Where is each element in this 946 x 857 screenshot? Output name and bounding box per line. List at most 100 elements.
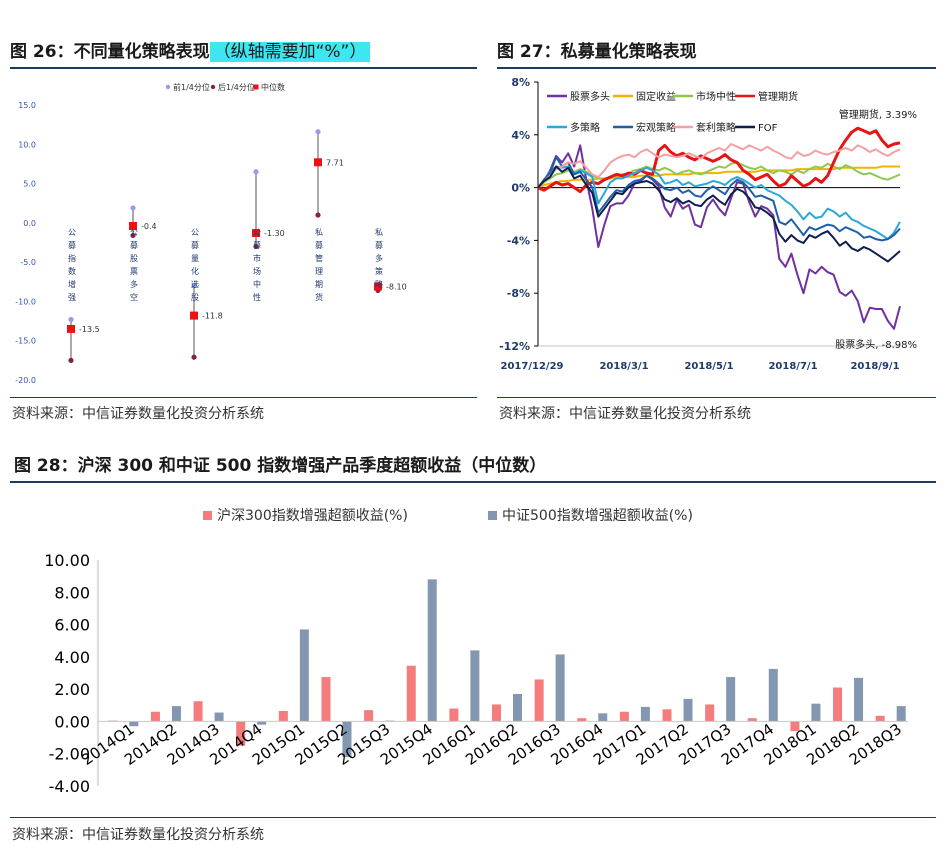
fig26-title-highlight: （纵轴需要加“%”）: [209, 42, 371, 62]
fig28-ytick-0: 10.00: [44, 551, 90, 570]
fig28-ytick-2: 6.00: [54, 616, 90, 635]
fig28-bar-0-11: [577, 718, 587, 722]
fig27-xtick-0: 2017/12/29: [501, 361, 564, 372]
fig28-bar-1-0: [129, 721, 139, 727]
fig28-bar-1-4: [299, 629, 309, 722]
fig28-bar-1-9: [513, 693, 522, 722]
fig26-q1-point-1: [130, 205, 136, 211]
fig27-series-line-3: [537, 126, 901, 194]
fig27-legend-label-2: 市场中性: [696, 90, 736, 103]
fig26-title: 图 26：不同量化策略表现 （纵轴需要加“%”）: [10, 41, 371, 63]
fig27-ytick-4: -8%: [507, 287, 530, 300]
fig28-bar-1-3: [257, 721, 267, 725]
fig26-ytick-5: -10.0: [15, 297, 36, 306]
fig28-divider: [10, 481, 936, 483]
fig28-source: 资料来源：中信证券数量化投资分析系统: [12, 827, 264, 843]
fig28-bar-0-15: [747, 718, 757, 722]
fig26-median-label-2: -11.8: [202, 312, 223, 321]
fig26-ytick-2: 5.0: [23, 180, 36, 189]
fig26-q3-point-2: [191, 354, 197, 360]
fig26-title-text: 图 26：不同量化策略表现: [10, 42, 210, 62]
fig26-legend-label-0: 前1/4分位: [173, 82, 210, 92]
fig28-bar-0-2: [193, 701, 203, 722]
fig27-annotation-top: 管理期货, 3.39%: [839, 108, 917, 121]
fig27-xtick-3: 2018/7/1: [768, 361, 817, 372]
fig27-ytick-3: -4%: [507, 234, 530, 247]
fig27-legend-label-6: 套利策略: [696, 121, 736, 134]
fig28-bar-1-13: [683, 698, 693, 722]
fig28-ytick-4: 2.00: [54, 680, 90, 699]
fig28-bar-0-5: [321, 677, 331, 722]
fig27-title: 图 27：私募量化策略表现: [497, 42, 697, 62]
fig27-legend-label-3: 管理期货: [758, 90, 798, 103]
fig26-q3-point-0: [68, 357, 74, 363]
fig28-ytick-6: -2.00: [49, 745, 90, 764]
fig27-legend-label-5: 宏观策略: [636, 121, 676, 134]
fig26-ytick-1: 10.0: [18, 140, 36, 149]
fig27-bottom-divider: [497, 397, 936, 398]
fig28-bar-1-15: [768, 668, 778, 722]
fig28-ytick-5: 0.00: [54, 712, 90, 731]
fig28-bar-1-14: [726, 677, 736, 722]
fig28-bar-0-7: [406, 665, 416, 722]
fig27-legend-label-4: 多策略: [570, 121, 600, 134]
fig28-bar-0-17: [833, 687, 843, 722]
fig26-category-0: 公募指数增强: [68, 228, 76, 302]
fig26-q3-point-4: [315, 212, 321, 218]
fig28-bar-1-16: [811, 703, 821, 722]
fig28-bar-1-12: [640, 706, 650, 722]
fig28-bar-0-6: [364, 710, 374, 722]
fig27-chart: 8% 4% 0% -4% -8% -12% 2017/12/29 2018/3/1 2018/5…: [499, 76, 917, 372]
fig27-ytick-1: 4%: [511, 129, 530, 142]
fig26-ytick-0: 15.0: [18, 101, 36, 110]
fig27-annotation-bottom: 股票多头, -8.98%: [835, 338, 917, 351]
fig26-ytick-4: -5.0: [20, 258, 36, 267]
fig27-divider: [497, 67, 936, 69]
fig26-legend-label-1: 后1/4分位: [218, 82, 255, 92]
fig28-bottom-divider: [10, 817, 936, 818]
fig26-category-5: 私募多策略: [375, 228, 383, 289]
fig27-ytick-0: 8%: [511, 76, 530, 89]
fig26-q3-point-1: [130, 232, 136, 239]
fig28-bar-0-3: [236, 721, 246, 746]
fig28-legend-label-0: 沪深300指数增强超额收益(%): [217, 508, 408, 524]
fig26-median-point-2: [190, 311, 198, 320]
fig26-median-label-4: 7.71: [326, 158, 344, 167]
fig28-bar-1-18: [896, 706, 906, 722]
fig28-bar-0-9: [492, 704, 501, 722]
fig27-xtick-1: 2018/3/1: [599, 361, 648, 372]
fig26-ytick-3: 0.0: [23, 219, 36, 228]
fig26-median-point-3: [252, 229, 260, 238]
fig26-median-point-4: [314, 158, 322, 167]
fig28-bar-1-11: [598, 713, 608, 722]
fig28-bar-0-18: [875, 715, 885, 722]
fig28-bar-1-1: [171, 706, 181, 722]
fig28-bar-1-10: [555, 654, 565, 722]
fig26-bottom-divider: [10, 397, 477, 398]
fig28-bar-0-1: [150, 711, 160, 722]
fig26-category-3: 公募市场中性: [253, 228, 261, 302]
fig28-bar-1-2: [214, 712, 224, 722]
fig28-chart: 10.00 8.00 6.00 4.00 2.00 0.00 -2.00 -4.00 沪深300…: [44, 508, 908, 796]
fig28-bar-1-5: [342, 721, 352, 757]
fig26-median-point-1: [129, 222, 137, 230]
fig28-bar-0-8: [449, 708, 459, 722]
fig26-q1-point-0: [68, 316, 74, 323]
fig28-bar-0-13: [662, 709, 672, 722]
fig28-bar-0-12: [619, 711, 629, 722]
fig28-ytick-3: 4.00: [54, 648, 90, 667]
fig28-ytick-1: 8.00: [54, 583, 90, 602]
fig26-category-4: 私募管理期货: [315, 228, 323, 302]
fig27-xtick-2: 2018/5/1: [684, 361, 733, 372]
fig27-series-line-0: [537, 144, 901, 330]
fig26-median-point-0: [67, 324, 75, 333]
fig26-chart: 15.0 10.0 5.0 0.0 -5.0 -10.0 -15.0 -20.0 前1/4分位后…: [15, 82, 406, 385]
fig27-series-line-6: [537, 143, 901, 189]
fig27-series-line-7: [537, 165, 901, 263]
fig27-legend-label-0: 股票多头: [570, 90, 610, 103]
fig28-legend-label-1: 中证500指数增强超额收益(%): [502, 508, 693, 524]
fig26-median-label-1: -0.4: [141, 222, 157, 231]
fig26-legend-marker-0: [165, 84, 171, 90]
fig26-legend-label-2: 中位数: [261, 82, 285, 92]
fig26-legend-marker-1: [210, 84, 216, 90]
